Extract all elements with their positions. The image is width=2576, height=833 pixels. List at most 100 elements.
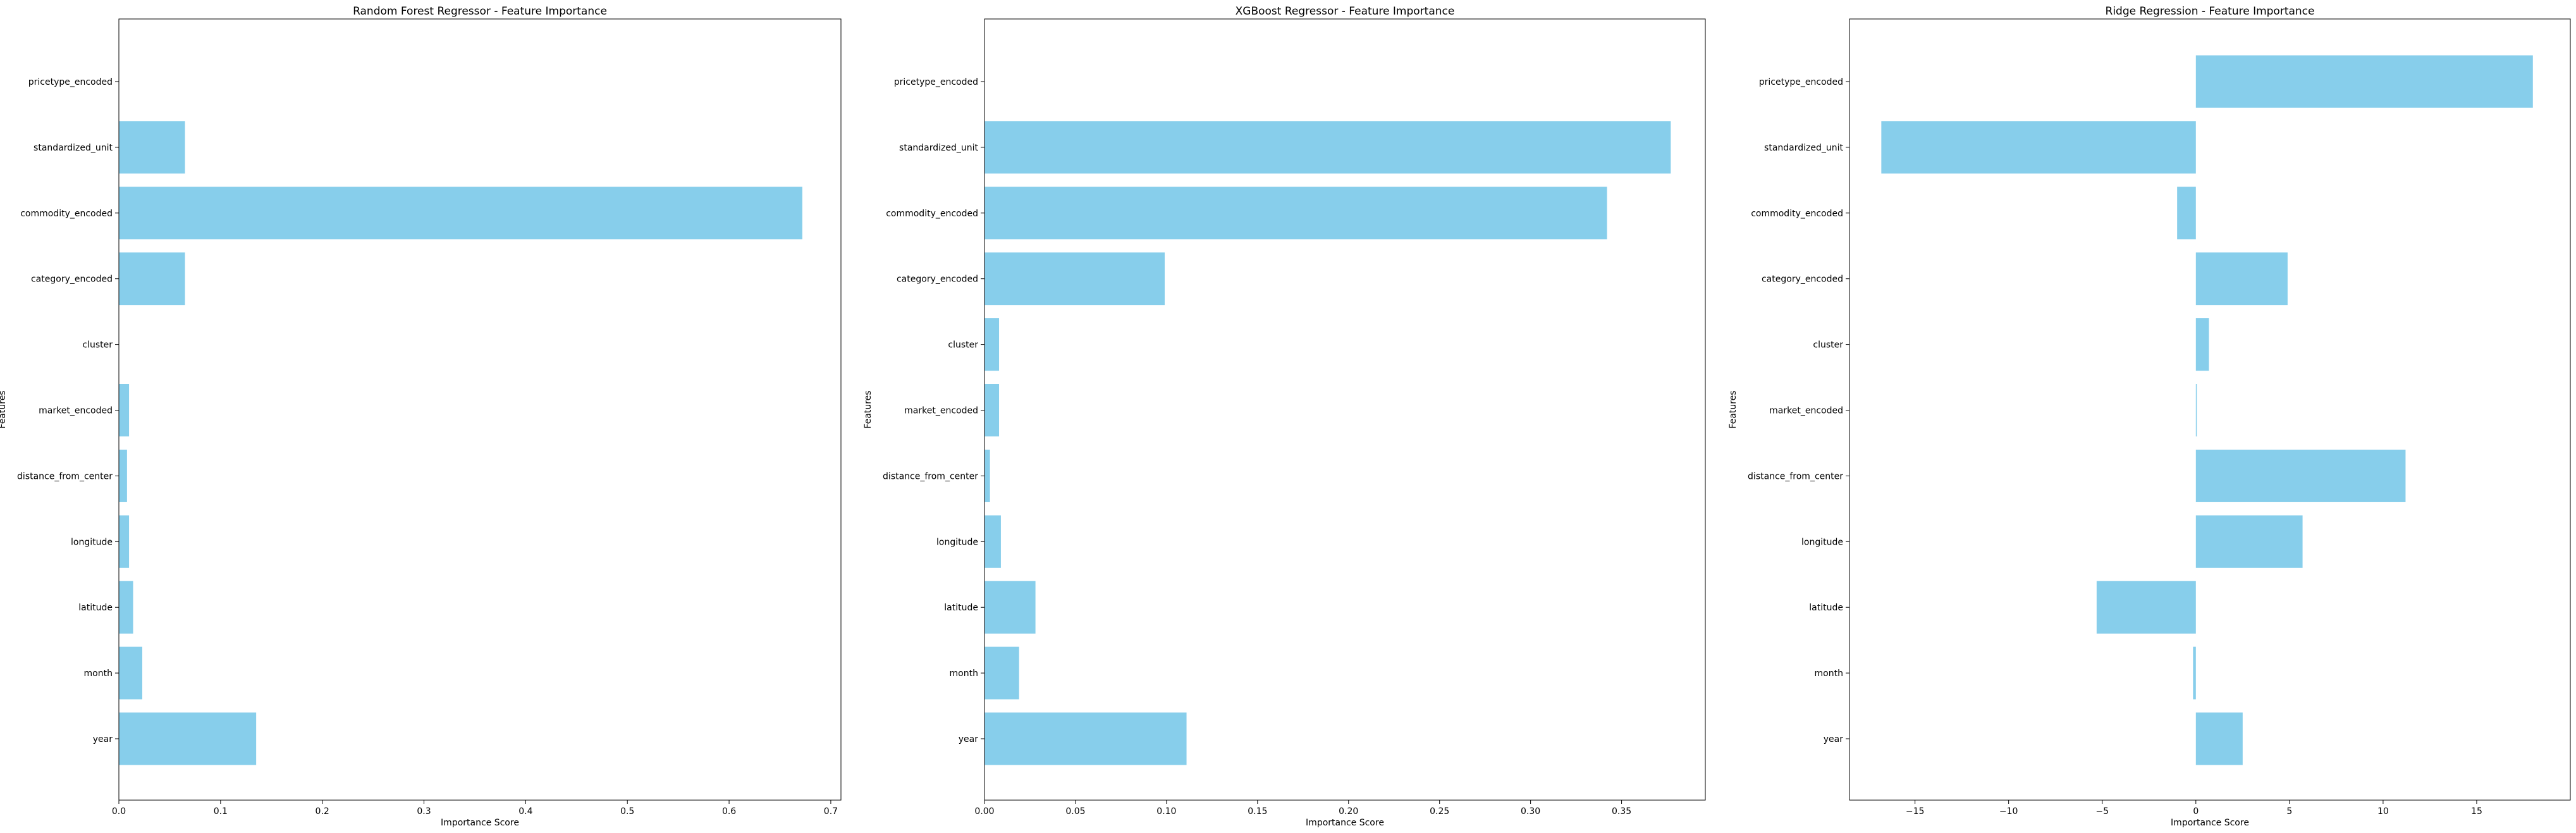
y-tick-label: cluster xyxy=(1813,340,1843,350)
y-tick-label: month xyxy=(950,669,978,679)
x-tick-label: 0.25 xyxy=(1430,806,1449,817)
y-tick-label: category_encoded xyxy=(1762,275,1843,285)
plot-frame xyxy=(1849,18,2571,801)
chart-title: XGBoost Regressor - Feature Importance xyxy=(1236,5,1455,18)
bar-distance-from-center xyxy=(984,449,990,502)
y-tick-label: cluster xyxy=(82,340,113,350)
y-tick-label: pricetype_encoded xyxy=(1759,77,1843,87)
bar-category-encoded xyxy=(2195,252,2288,305)
plot-frame xyxy=(984,18,1706,801)
y-tick-label: commodity_encoded xyxy=(1751,209,1843,219)
bar-year xyxy=(2195,712,2243,765)
x-tick-label: 0.15 xyxy=(1248,806,1267,817)
x-tick-label: −5 xyxy=(2095,806,2109,817)
bar-longitude xyxy=(984,515,1001,568)
bar-latitude xyxy=(119,581,133,634)
y-tick-label: longitude xyxy=(1801,537,1843,547)
x-tick-label: 0.2 xyxy=(316,806,329,817)
y-tick-label: market_encoded xyxy=(904,406,978,416)
bar-category-encoded xyxy=(984,252,1165,305)
bar-pricetype-encoded xyxy=(2195,55,2533,108)
bar-market-encoded xyxy=(119,384,130,436)
y-tick-label: latitude xyxy=(1809,603,1843,613)
bar-latitude xyxy=(984,581,1036,634)
y-tick-label: market_encoded xyxy=(1769,406,1843,416)
y-tick-label: commodity_encoded xyxy=(886,209,978,219)
x-tick-label: 0.0 xyxy=(112,806,126,817)
y-tick-label: longitude xyxy=(71,537,113,547)
y-tick-label: cluster xyxy=(948,340,978,350)
x-tick-label: 0.7 xyxy=(824,806,838,817)
y-tick-label: category_encoded xyxy=(31,275,113,285)
x-tick-label: 15 xyxy=(2471,806,2482,817)
y-tick-label: distance_from_center xyxy=(17,471,113,481)
y-axis-label: Features xyxy=(1728,390,1738,428)
y-tick-label: month xyxy=(84,669,113,679)
y-tick-label: latitude xyxy=(944,603,978,613)
chart-title: Random Forest Regressor - Feature Import… xyxy=(353,5,607,18)
x-axis-label: Importance Score xyxy=(441,818,519,828)
x-axis-label: Importance Score xyxy=(1306,818,1384,828)
y-tick-label: year xyxy=(93,734,113,744)
y-tick-label: standardized_unit xyxy=(34,143,113,153)
y-tick-label: year xyxy=(1824,734,1843,744)
x-tick-label: 0.6 xyxy=(722,806,736,817)
y-tick-label: distance_from_center xyxy=(883,471,978,481)
random-forest-chart: Random Forest Regressor - Feature Import… xyxy=(0,5,842,828)
bar-standardized-unit xyxy=(984,121,1671,174)
x-tick-label: 0.20 xyxy=(1339,806,1358,817)
y-tick-label: market_encoded xyxy=(39,406,113,416)
y-tick-label: latitude xyxy=(78,603,113,613)
y-tick-label: year xyxy=(959,734,978,744)
xgboost-chart: XGBoost Regressor - Feature Importance I… xyxy=(863,5,1706,828)
bar-market-encoded xyxy=(2195,384,2197,436)
bar-standardized-unit xyxy=(1881,121,2196,174)
y-axis-label: Features xyxy=(863,390,873,428)
y-tick-label: month xyxy=(1815,669,1843,679)
x-tick-label: 10 xyxy=(2377,806,2389,817)
bar-market-encoded xyxy=(984,384,1000,436)
y-tick-label: commodity_encoded xyxy=(20,209,113,219)
x-tick-label: 0.35 xyxy=(1612,806,1631,817)
bar-commodity-encoded xyxy=(119,187,802,240)
bar-month xyxy=(2193,646,2196,700)
bar-longitude xyxy=(2195,515,2303,568)
x-tick-label: 0.10 xyxy=(1156,806,1176,817)
ridge-regression-chart: Ridge Regression - Feature Importance Im… xyxy=(1728,5,2571,828)
x-tick-label: 0.4 xyxy=(518,806,532,817)
y-axis-label: Features xyxy=(0,390,8,428)
y-tick-label: standardized_unit xyxy=(899,143,978,153)
x-axis-label: Importance Score xyxy=(2171,818,2249,828)
x-tick-label: 0.00 xyxy=(974,806,994,817)
bar-latitude xyxy=(2096,581,2196,634)
bar-commodity-encoded xyxy=(984,187,1607,240)
bar-cluster xyxy=(984,318,1000,371)
x-tick-label: 5 xyxy=(2286,806,2292,817)
x-tick-label: 0.05 xyxy=(1065,806,1085,817)
x-tick-label: −10 xyxy=(1999,806,2018,817)
x-tick-label: 0 xyxy=(2193,806,2199,817)
y-tick-label: distance_from_center xyxy=(1748,471,1843,481)
bar-standardized-unit xyxy=(119,121,185,174)
y-tick-label: longitude xyxy=(936,537,978,547)
bar-commodity-encoded xyxy=(2177,187,2196,240)
bar-month xyxy=(119,646,142,700)
x-tick-label: 0.1 xyxy=(214,806,228,817)
y-tick-label: pricetype_encoded xyxy=(28,77,113,87)
bar-distance-from-center xyxy=(2195,449,2406,502)
y-tick-label: category_encoded xyxy=(897,275,978,285)
plot-frame xyxy=(118,18,842,801)
bar-year xyxy=(119,712,257,765)
x-tick-label: 0.3 xyxy=(417,806,431,817)
y-tick-label: pricetype_encoded xyxy=(894,77,978,87)
chart-title: Ridge Regression - Feature Importance xyxy=(2106,5,2315,18)
x-tick-label: 0.30 xyxy=(1521,806,1540,817)
x-tick-label: 0.5 xyxy=(620,806,634,817)
bar-distance-from-center xyxy=(119,449,127,502)
bar-month xyxy=(984,646,1019,700)
bar-category-encoded xyxy=(119,252,185,305)
bar-cluster xyxy=(2195,318,2209,371)
y-tick-label: standardized_unit xyxy=(1764,143,1843,153)
bar-year xyxy=(984,712,1187,765)
